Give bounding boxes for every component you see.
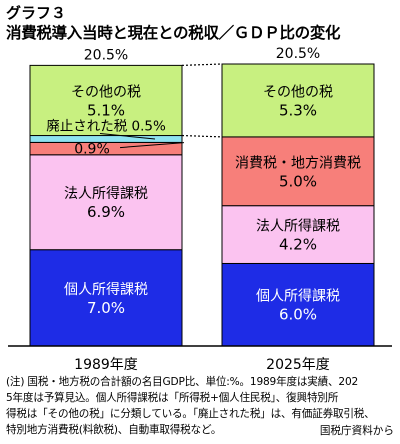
bar-total-label: 20.5% — [276, 46, 320, 62]
chart-title: 消費税導入当時と現在との税収／ＧＤＰ比の変化 — [6, 24, 341, 42]
footnote-line-4: 特別地方消費税(料飲税)、自動車取得税など。 — [6, 424, 222, 436]
segment-label: 個人所得課税 — [256, 288, 340, 305]
source-note: 国税庁資料から — [319, 425, 394, 437]
segment-label: 法人所得課税 — [256, 218, 340, 235]
segment-value-label: 5.0% — [279, 172, 317, 190]
segment-value-label: 5.1% — [87, 101, 125, 119]
footnote: (注) 国税・地方税の合計額の名目GDP比、単位:%。1989年度は実績、202… — [6, 374, 396, 438]
bar-total-label: 20.5% — [84, 47, 128, 63]
segment-value-label: 4.2% — [279, 236, 317, 254]
segment-label: その他の税 — [71, 84, 141, 100]
segment-label: 消費税・地方消費税 — [235, 155, 361, 171]
bar-segment — [221, 136, 375, 207]
segment-label: 個人所得課税 — [64, 281, 148, 298]
footnote-line-2: 5年度は予算見込。個人所得課税は「所得税+個人住民税」、復興特別所 — [6, 392, 339, 404]
connector-line — [181, 63, 223, 66]
leader-line — [119, 142, 185, 149]
bar-segment — [29, 64, 183, 137]
chart-label: グラフ３ — [6, 4, 67, 22]
bar-segment — [221, 262, 375, 347]
segment-label: 廃止された税 0.5% — [46, 118, 166, 135]
segment-value-label: 6.9% — [87, 203, 125, 221]
x-tick-label: 2025年度 — [266, 357, 330, 372]
segment-value-label: 5.3% — [279, 101, 317, 119]
footnote-line-3: 得税は「その他の税」に分類している。「廃止された税」は、有価証券取引税、 — [6, 408, 375, 420]
segment-value-label: 0.9% — [74, 142, 110, 158]
bar-segment — [29, 154, 183, 251]
footnote-line-1: (注) 国税・地方税の合計額の名目GDP比、単位:%。1989年度は実績、202 — [6, 376, 359, 388]
bar-segment — [221, 205, 375, 264]
segment-value-label: 7.0% — [87, 299, 125, 317]
segment-value-label: 6.0% — [279, 306, 317, 324]
x-tick-label: 1989年度 — [74, 357, 138, 372]
bar-segment — [221, 63, 375, 138]
leader-line — [99, 133, 156, 140]
segment-label: その他の税 — [263, 84, 333, 100]
connector-line — [181, 134, 223, 138]
segment-label: 法人所得課税 — [64, 185, 148, 202]
bar-segment — [29, 249, 183, 347]
